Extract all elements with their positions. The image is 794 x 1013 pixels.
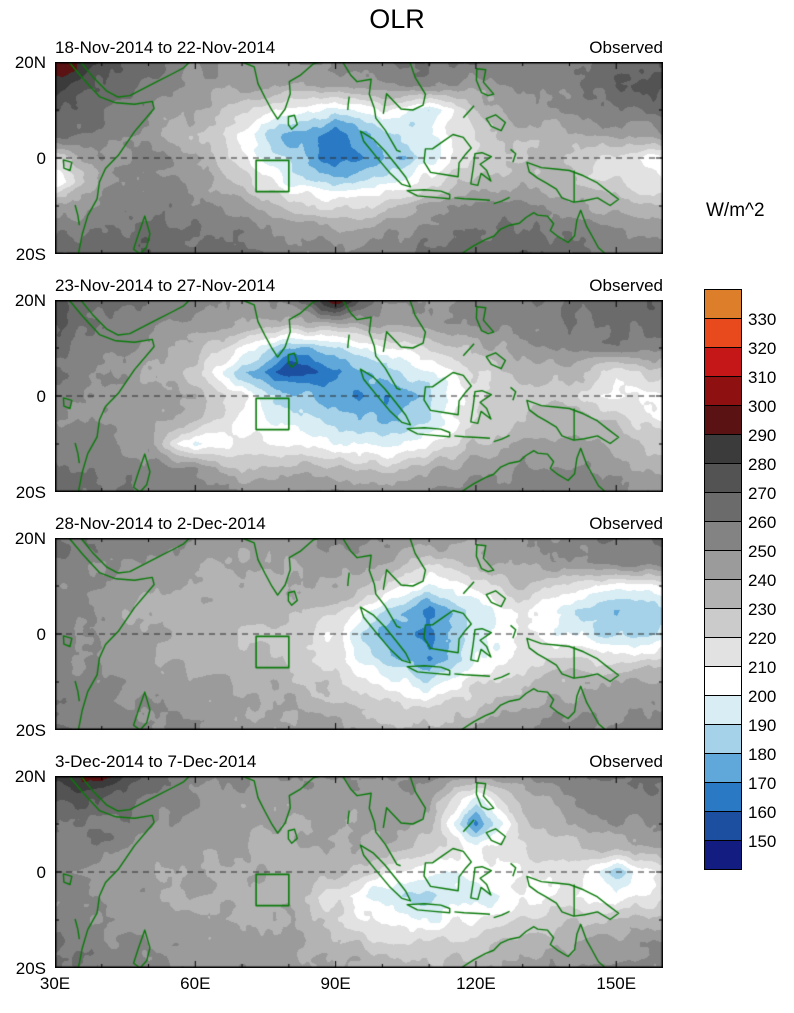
y-axis-label: 20N [14,53,46,72]
y-axis-label: 0 [36,863,46,882]
colorbar-tick-label: 280 [748,455,777,474]
y-axis-label: 0 [36,625,46,644]
y-axis-label: 0 [36,149,46,168]
panel-3-source-label: Observed [589,514,663,533]
colorbar-box [704,782,742,812]
panel-2-date-range: 23-Nov-2014 to 27-Nov-2014 [55,276,276,295]
colorbar-tick-label: 320 [748,339,777,358]
colorbar-box [704,637,742,667]
y-axis-label: 20S [15,483,46,502]
colorbar-box [704,724,742,754]
colorbar-box [704,666,742,696]
y-axis-label: 20S [15,245,46,264]
colorbar-tick-label: 210 [748,658,777,677]
colorbar-box [704,840,742,870]
colorbar-box [704,550,742,580]
colorbar [704,289,742,870]
panel-4-subtitle-row: 3-Dec-2014 to 7-Dec-2014 Observed [55,752,663,774]
colorbar-box [704,608,742,638]
y-axis-label: 20N [14,529,46,548]
colorbar-tick-label: 330 [748,310,777,329]
colorbar-tick-label: 180 [748,745,777,764]
y-axis-label: 20N [14,291,46,310]
colorbar-box [704,376,742,406]
colorbar-tick-label: 290 [748,426,777,445]
colorbar-tick-label: 260 [748,513,777,532]
panel-3-date-range: 28-Nov-2014 to 2-Dec-2014 [55,514,266,533]
map-canvas-panel-2 [55,300,663,492]
map-canvas-panel-1 [55,62,663,254]
colorbar-tick-label: 230 [748,600,777,619]
colorbar-box [704,579,742,609]
colorbar-box [704,434,742,464]
colorbar-tick-label: 270 [748,484,777,503]
colorbar-box [704,695,742,725]
colorbar-box [704,811,742,841]
colorbar-box [704,492,742,522]
map-canvas-panel-3 [55,538,663,730]
colorbar-box [704,753,742,783]
x-axis-label: 150E [596,974,637,993]
colorbar-tick-label: 300 [748,397,777,416]
panel-2-source-label: Observed [589,276,663,295]
colorbar-box [704,318,742,348]
panel-4-date-range: 3-Dec-2014 to 7-Dec-2014 [55,752,257,771]
panel-3-subtitle-row: 28-Nov-2014 to 2-Dec-2014 Observed [55,514,663,536]
y-axis-label: 20S [15,721,46,740]
colorbar-tick-label: 200 [748,687,777,706]
colorbar-box [704,289,742,319]
colorbar-tick-label: 190 [748,716,777,735]
colorbar-tick-label: 310 [748,368,777,387]
x-axis-label: 30E [39,974,71,993]
panel-1-source-label: Observed [589,38,663,57]
x-axis-label: 90E [320,974,351,993]
panel-1-date-range: 18-Nov-2014 to 22-Nov-2014 [55,38,276,57]
figure-title: OLR [369,4,425,34]
x-axis-label: 60E [180,974,211,993]
y-axis-label: 0 [36,387,46,406]
colorbar-tick-label: 240 [748,571,777,590]
colorbar-tick-label: 250 [748,542,777,561]
y-axis-label: 20S [15,959,46,978]
colorbar-tick-label: 220 [748,629,777,648]
map-canvas-panel-4 [55,776,663,968]
colorbar-tick-label: 150 [748,832,777,851]
colorbar-unit-label: W/m^2 [706,200,765,221]
colorbar-box [704,463,742,493]
colorbar-box [704,347,742,377]
colorbar-tick-label: 170 [748,774,777,793]
panel-1-subtitle-row: 18-Nov-2014 to 22-Nov-2014 Observed [55,38,663,60]
panel-2-subtitle-row: 23-Nov-2014 to 27-Nov-2014 Observed [55,276,663,298]
x-axis-label: 120E [456,974,496,993]
y-axis-label: 20N [14,767,46,786]
colorbar-box [704,521,742,551]
panel-4-source-label: Observed [589,752,663,771]
colorbar-box [704,405,742,435]
colorbar-tick-label: 160 [748,803,777,822]
